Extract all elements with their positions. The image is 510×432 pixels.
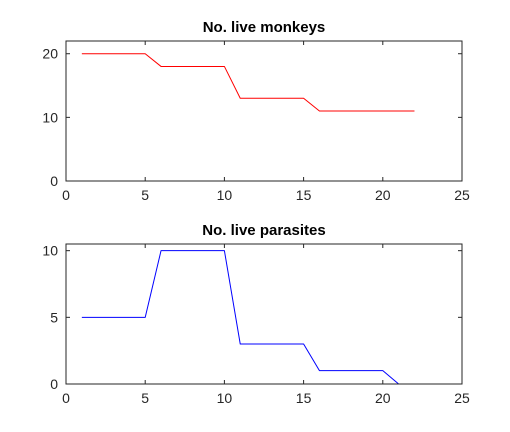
chart2-axes-box — [65, 243, 463, 385]
chart2-y-tick-label: 0 — [50, 376, 58, 392]
chart2-x-tick-label: 25 — [454, 390, 470, 406]
chart2-x-tick-label: 20 — [375, 390, 391, 406]
chart1-title: No. live monkeys — [203, 19, 326, 36]
chart1-axes-box — [65, 40, 463, 182]
chart1-x-tick-label: 0 — [62, 187, 70, 203]
chart2-title: No. live parasites — [202, 222, 325, 239]
chart2-plot-area — [66, 244, 462, 384]
chart1: 0 5 10 15 20 25 0 10 20 No. live monkeys — [42, 19, 470, 203]
chart2-x-tick-label: 5 — [141, 390, 149, 406]
chart1-x-tick-label: 15 — [296, 187, 312, 203]
chart1-x-tick-label: 25 — [454, 187, 470, 203]
chart1-x-tick-label: 5 — [141, 187, 149, 203]
chart2-x-tick-label: 0 — [62, 390, 70, 406]
chart1-y-tick-label: 20 — [42, 46, 58, 62]
chart2-x-tick-label: 10 — [217, 390, 233, 406]
chart2-x-tick-label: 15 — [296, 390, 312, 406]
chart2-y-tick-label: 5 — [50, 309, 58, 325]
chart1-series-line-1 — [81, 53, 415, 112]
chart2: 0 5 10 15 20 25 0 5 10 No. live parasites — [42, 222, 470, 406]
chart2-y-tick-label: 10 — [42, 243, 58, 259]
chart1-x-tick-label: 10 — [217, 187, 233, 203]
chart1-y-tick-label: 10 — [42, 109, 58, 125]
chart1-y-tick-label: 0 — [50, 173, 58, 189]
chart2-series-line-1 — [81, 250, 415, 385]
chart1-x-tick-label: 20 — [375, 187, 391, 203]
